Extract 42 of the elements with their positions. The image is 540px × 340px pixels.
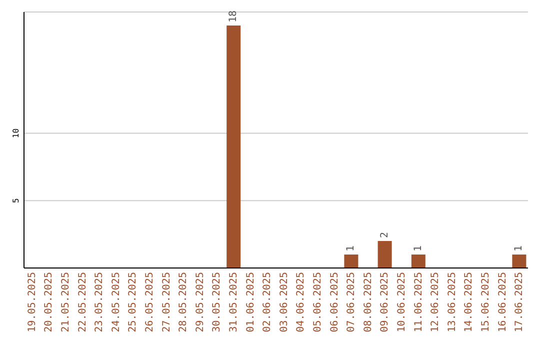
x-tick-label: 30.05.2025: [212, 272, 223, 332]
y-tick-label: 10: [12, 128, 20, 138]
x-tick-label: 26.05.2025: [144, 272, 156, 332]
x-tick-label: 11.06.2025: [413, 272, 424, 332]
x-tick-label: 21.05.2025: [60, 272, 72, 332]
x-tick-label: 14.06.2025: [464, 272, 475, 332]
x-tick-label: 27.05.2025: [161, 272, 172, 332]
x-tick-label: 22.05.2025: [77, 272, 88, 332]
x-tick-label: 03.06.2025: [278, 272, 290, 332]
x-tick-label: 12.06.2025: [430, 272, 442, 332]
x-tick-label: 09.06.2025: [380, 272, 391, 332]
x-tick-label: 19.05.2025: [26, 272, 38, 332]
x-tick-label: 01.06.2025: [245, 272, 256, 332]
bar: [411, 254, 426, 268]
bar: [512, 254, 526, 268]
x-tick-label: 04.06.2025: [296, 272, 307, 332]
x-tick-label: 10.06.2025: [396, 272, 408, 332]
x-tick-label: 13.06.2025: [446, 272, 458, 332]
data-label: 1: [412, 245, 424, 252]
x-tick-label: 31.05.2025: [228, 272, 240, 332]
x-tick-label: 07.06.2025: [346, 272, 358, 332]
data-label: 18: [228, 10, 240, 22]
data-label: 1: [514, 245, 525, 252]
x-tick-label: 05.06.2025: [312, 272, 324, 332]
x-tick-label: 29.05.2025: [194, 272, 206, 332]
bar: [226, 25, 241, 268]
x-tick-label: 08.06.2025: [362, 272, 374, 332]
x-tick-label: 24.05.2025: [110, 272, 122, 332]
x-tick-label: 06.06.2025: [329, 272, 340, 332]
data-label: 1: [346, 245, 357, 252]
x-tick-label: 23.05.2025: [94, 272, 106, 332]
data-label: 2: [379, 232, 390, 238]
x-tick-label: 16.06.2025: [497, 272, 508, 332]
x-tick-label: 20.05.2025: [44, 272, 55, 332]
bar: [378, 241, 392, 268]
x-tick-label: 02.06.2025: [262, 272, 274, 332]
x-tick-label: 25.05.2025: [128, 272, 139, 332]
x-tick-label: 17.06.2025: [514, 272, 526, 332]
bar: [344, 254, 358, 268]
x-tick-label: 15.06.2025: [480, 272, 492, 332]
y-tick-label: 5: [12, 198, 20, 204]
x-tick-label: 28.05.2025: [178, 272, 190, 332]
